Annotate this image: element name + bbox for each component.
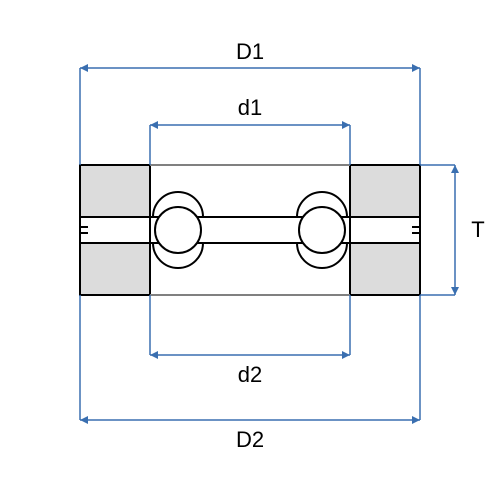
label-T: T bbox=[471, 217, 484, 243]
bearing-svg bbox=[0, 0, 500, 500]
label-d1: d1 bbox=[238, 95, 262, 121]
label-D1: D1 bbox=[236, 39, 264, 65]
diagram-canvas: D1 d1 d2 D2 T bbox=[0, 0, 500, 500]
label-d2: d2 bbox=[238, 362, 262, 388]
label-D2: D2 bbox=[236, 427, 264, 453]
